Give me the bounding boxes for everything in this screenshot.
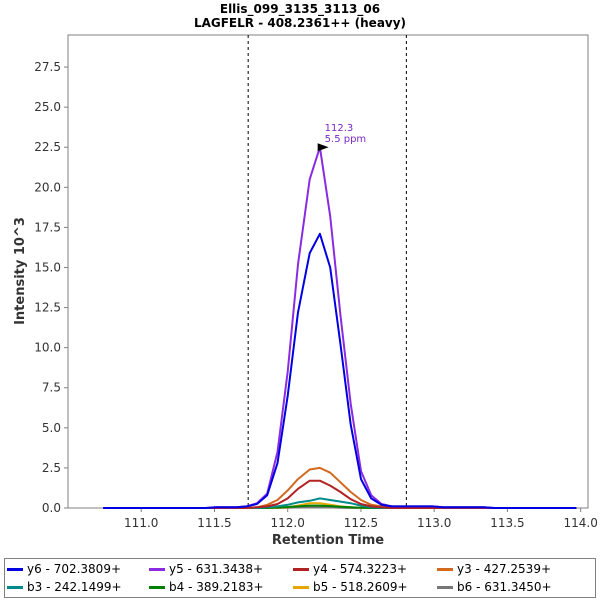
y-tick-label: 15.0 (34, 260, 61, 274)
legend-swatch (7, 567, 23, 571)
peak-ppm-label: 5.5 ppm (325, 134, 367, 145)
series-line (103, 232, 577, 509)
legend-label: b4 - 389.2183+ (169, 580, 264, 594)
legend-item: y6 - 702.3809+ (7, 560, 121, 578)
chart-title-line2: LAGFELR - 408.2361++ (heavy) (194, 16, 406, 30)
legend-swatch (149, 567, 165, 571)
legend: y6 - 702.3809+ y5 - 631.3438+ y4 - 574.322… (4, 558, 596, 598)
legend-swatch (7, 585, 23, 589)
legend-swatch (293, 567, 309, 571)
legend-swatch (149, 585, 165, 589)
legend-label: b6 - 631.3450+ (457, 580, 552, 594)
legend-label: b5 - 518.2609+ (313, 580, 408, 594)
legend-item: b4 - 389.2183+ (149, 578, 264, 596)
chart-title-line1: Ellis_099_3135_3113_06 (220, 2, 380, 17)
x-tick-label: 112.0 (271, 516, 305, 530)
y-tick-label: 7.5 (42, 381, 61, 395)
peak-rt-label: 112.3 (325, 123, 354, 134)
legend-item: y4 - 574.3223+ (293, 560, 407, 578)
y-tick-label: 10.0 (34, 341, 61, 355)
x-tick-label: 111.5 (197, 516, 231, 530)
legend-label: y5 - 631.3438+ (169, 562, 264, 576)
legend-label: y3 - 427.2539+ (457, 562, 552, 576)
legend-label: b3 - 242.1499+ (27, 580, 122, 594)
legend-item: y3 - 427.2539+ (437, 560, 551, 578)
x-axis-label: Retention Time (272, 533, 384, 548)
y-tick-label: 0.0 (42, 501, 61, 515)
plot-area (67, 34, 589, 509)
legend-swatch (437, 585, 453, 589)
legend-item: b5 - 518.2609+ (293, 578, 408, 596)
x-tick-label: 112.5 (344, 516, 378, 530)
legend-label: y4 - 574.3223+ (313, 562, 408, 576)
y-tick-label: 27.5 (34, 60, 61, 74)
x-tick-label: 114.0 (563, 516, 597, 530)
y-tick-label: 12.5 (34, 301, 61, 315)
peak-marker-icon (317, 143, 329, 152)
x-tick-label: 113.0 (417, 516, 451, 530)
y-axis-label: Intensity 10^3 (13, 217, 28, 325)
y-tick-label: 2.5 (42, 461, 61, 475)
y-tick-label: 20.0 (34, 180, 61, 194)
y-tick-label: 17.5 (34, 220, 61, 234)
legend-swatch (293, 585, 309, 589)
legend-item: b3 - 242.1499+ (7, 578, 122, 596)
legend-label: y6 - 702.3809+ (27, 562, 122, 576)
y-tick-label: 25.0 (34, 100, 61, 114)
y-tick-label: 22.5 (34, 140, 61, 154)
x-tick-label: 111.0 (124, 516, 158, 530)
legend-item: y5 - 631.3438+ (149, 560, 263, 578)
legend-swatch (437, 567, 453, 571)
x-tick-label: 113.5 (490, 516, 524, 530)
legend-item: b6 - 631.3450+ (437, 578, 552, 596)
y-tick-label: 5.0 (42, 421, 61, 435)
